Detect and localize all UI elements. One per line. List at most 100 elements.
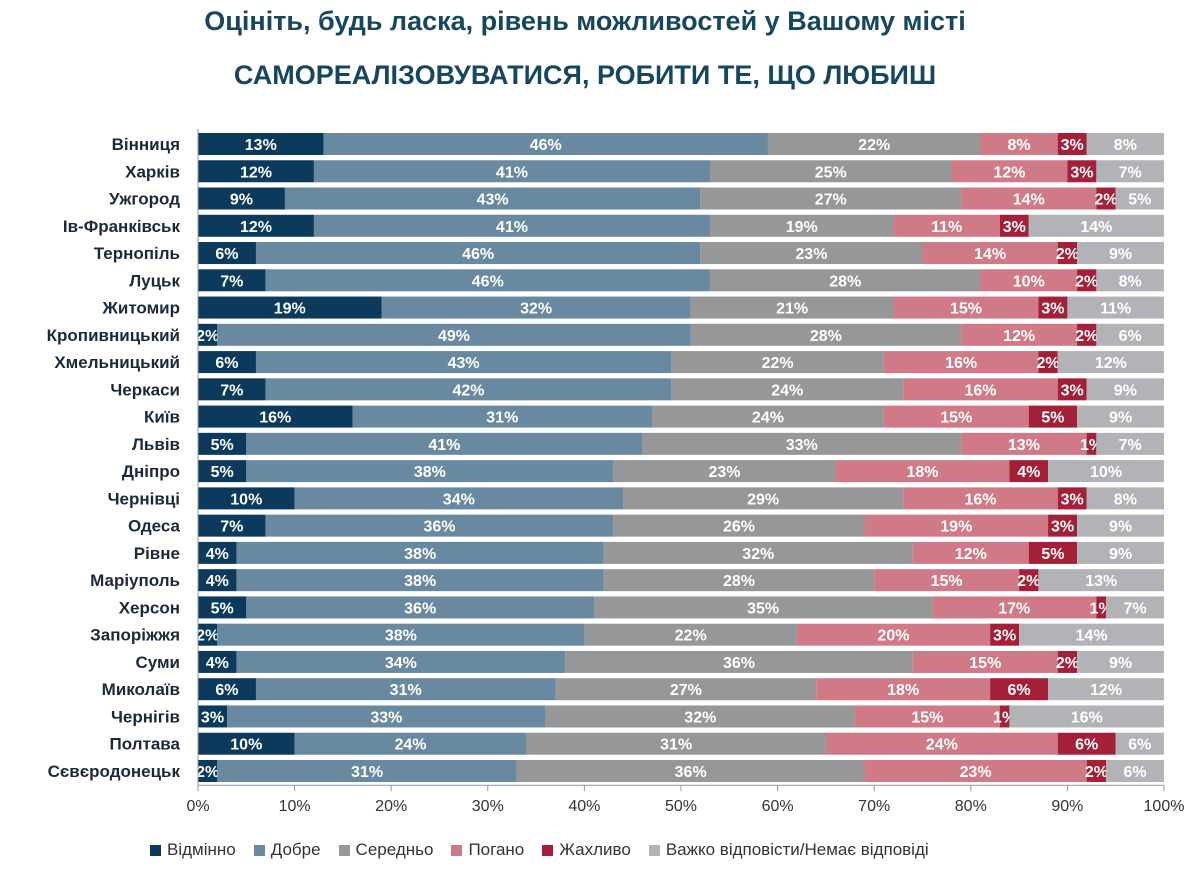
bar-segment	[246, 460, 614, 483]
bar-segment	[854, 705, 1000, 728]
data-label: 19%	[274, 301, 306, 318]
bar-segment	[1028, 541, 1078, 564]
data-label: 2%	[196, 628, 219, 645]
bar-segment	[236, 650, 566, 673]
data-label: 38%	[404, 573, 436, 590]
data-label: 6%	[1119, 328, 1142, 345]
data-label: 24%	[771, 382, 803, 399]
bar-segment	[198, 705, 227, 728]
bar-segment	[1115, 732, 1164, 755]
data-label: 31%	[390, 682, 422, 699]
legend-label: Жахливо	[559, 840, 631, 859]
bar-segment	[912, 541, 1029, 564]
bar-segment	[961, 432, 1087, 455]
bar-row: Луцьк 7% 46% 28% 10% 2% 8%	[129, 269, 1164, 292]
bar-segment	[671, 378, 904, 401]
bar-segment	[198, 187, 285, 210]
data-label: 20%	[878, 628, 910, 645]
data-label: 6%	[1008, 682, 1031, 699]
data-label: 34%	[385, 655, 417, 672]
x-tick-label: 10%	[279, 798, 311, 815]
bar-segment	[990, 678, 1049, 701]
bar-row: Запоріжжя 2% 38% 22% 20% 3% 14%	[90, 623, 1164, 646]
bar-row: Миколаїв 6% 31% 27% 18% 6% 12%	[102, 678, 1164, 701]
bar-segment	[932, 596, 1097, 619]
data-label: 3%	[1051, 519, 1074, 536]
bar-segment	[198, 133, 324, 155]
data-label: 12%	[1095, 355, 1127, 372]
bar-segment	[284, 187, 701, 210]
category-label: Черкаси	[110, 380, 180, 399]
data-label: 35%	[747, 600, 779, 617]
category-label: Чернігів	[111, 707, 180, 726]
data-label: 27%	[670, 682, 702, 699]
bar-segment	[1048, 514, 1078, 537]
bar-row: Тернопіль 6% 46% 23% 14% 2% 9%	[94, 242, 1164, 265]
bar-segment	[613, 514, 865, 537]
legend-item: Погано	[451, 840, 524, 860]
data-label: 8%	[1119, 273, 1142, 290]
bar-segment	[1096, 323, 1164, 346]
data-label: 16%	[964, 382, 996, 399]
bar-segment	[1086, 432, 1097, 455]
bar-segment	[198, 405, 353, 428]
bar-segment	[700, 187, 962, 210]
data-label: 41%	[496, 219, 528, 236]
bar-segment	[265, 514, 614, 537]
category-label: Львів	[132, 435, 180, 454]
bar-segment	[255, 351, 672, 374]
bar-segment	[198, 160, 314, 183]
data-label: 28%	[723, 573, 755, 590]
category-label: Кропивницький	[47, 326, 180, 345]
bar-segment	[1077, 650, 1164, 673]
x-tick-label: 20%	[375, 798, 407, 815]
data-label: 2%	[1037, 355, 1060, 372]
bar-segment	[198, 514, 266, 537]
data-label: 14%	[974, 246, 1006, 263]
bar-segment	[246, 432, 643, 455]
data-label: 6%	[215, 355, 238, 372]
data-label: 36%	[723, 655, 755, 672]
data-label: 33%	[370, 709, 402, 726]
data-label: 13%	[1008, 437, 1040, 454]
data-label: 29%	[747, 491, 779, 508]
bar-segment	[1096, 269, 1164, 292]
bar-segment	[1106, 759, 1164, 782]
data-label: 13%	[245, 137, 277, 154]
data-label: 7%	[220, 273, 243, 290]
bar-segment	[217, 623, 585, 646]
data-label: 14%	[1076, 628, 1108, 645]
bar-segment	[1038, 296, 1068, 319]
data-label: 19%	[940, 519, 972, 536]
data-label: 31%	[351, 764, 383, 781]
bar-segment	[864, 514, 1049, 537]
category-label: Суми	[135, 653, 180, 672]
bar-row: Дніпро 5% 38% 23% 18% 4% 10%	[122, 460, 1164, 483]
legend-swatch	[338, 844, 350, 856]
bar-row: Маріуполь 4% 38% 28% 15% 2% 13%	[90, 569, 1164, 592]
bar-segment	[198, 487, 295, 510]
bar-segment	[825, 732, 1058, 755]
bar-segment	[709, 214, 894, 237]
bar-row: Ів-Франківськ 12% 41% 19% 11% 3% 14%	[63, 214, 1164, 237]
bar-row: Чернігів 3% 33% 32% 15% 1% 16%	[111, 705, 1164, 728]
bar-segment	[623, 487, 904, 510]
bar-segment	[980, 269, 1078, 292]
bar-segment	[198, 214, 314, 237]
data-label: 41%	[496, 164, 528, 181]
legend-swatch	[150, 844, 161, 856]
bar-segment	[555, 678, 817, 701]
data-label: 43%	[477, 192, 509, 209]
data-label: 2%	[1075, 328, 1098, 345]
bar-segment	[1067, 296, 1164, 319]
data-label: 32%	[520, 301, 552, 318]
category-label: Херсон	[119, 598, 180, 617]
data-label: 8%	[1114, 137, 1137, 154]
data-label: 2%	[1085, 764, 1108, 781]
bar-segment	[1009, 705, 1164, 728]
x-tick-label: 40%	[568, 798, 600, 815]
data-label: 7%	[220, 382, 243, 399]
data-label: 5%	[1041, 546, 1064, 563]
bar-segment	[198, 678, 256, 701]
